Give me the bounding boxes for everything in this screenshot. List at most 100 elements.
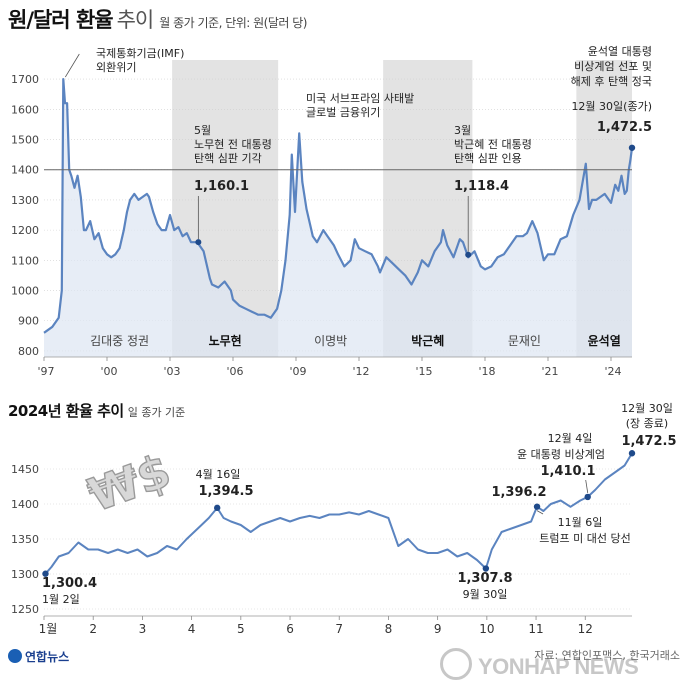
annotation-park-line-1: 박근혜 전 대통령 xyxy=(454,138,532,151)
x-tick-2-0: 1월 xyxy=(39,622,58,636)
x-tick-2-4: 5 xyxy=(237,622,245,636)
logo-text: 연합뉴스 xyxy=(25,650,70,664)
annotation-leader-imf xyxy=(64,53,80,78)
annotation-dec4-value: 1,410.1 xyxy=(540,464,595,479)
x-tick-1-6: '15 xyxy=(415,365,432,378)
title-note: 월 종가 기준, 단위: 원(달러 당) xyxy=(159,16,307,30)
annotation-dot-dec30 xyxy=(628,450,636,457)
y-tick-1-1: 900 xyxy=(18,315,39,328)
annotation-roh-value: 1,160.1 xyxy=(194,179,249,194)
annotation-imf-line-0: 국제통화기금(IMF) xyxy=(96,47,184,60)
x-tick-2-1: 2 xyxy=(89,622,97,636)
annotation-roh-line-2: 탄핵 심판 기각 xyxy=(194,152,262,165)
x-tick-2-2: 3 xyxy=(139,622,147,636)
annotation-dot-yoon xyxy=(628,144,636,151)
annotation-dec30-value: 1,472.5 xyxy=(621,434,676,449)
annotation-nov-text: 트럼프 미 대선 당선 xyxy=(539,532,630,545)
annotation-park-value: 1,118.4 xyxy=(454,179,509,194)
annotation-jan-date: 1월 2일 xyxy=(42,592,80,606)
x-tick-1-9: '24 xyxy=(604,365,621,378)
annotation-dot-jan xyxy=(42,570,49,577)
x-tick-1-4: '09 xyxy=(289,365,306,378)
x-tick-1-3: '06 xyxy=(226,365,243,378)
title-main: 원/달러 환율 xyxy=(8,8,114,32)
annotation-nov-value: 1,396.2 xyxy=(491,485,546,500)
annotation-roh-line-1: 노무현 전 대통령 xyxy=(194,138,272,151)
annotation-dot-nov xyxy=(533,503,541,510)
annotation-nov-date: 11월 6일 xyxy=(558,515,603,529)
area-fill-1 xyxy=(44,79,632,357)
annotation-apr-value: 1,394.5 xyxy=(198,484,253,499)
source-text: 자료: 연합인포맥스, 한국거래소 xyxy=(534,649,680,662)
series-line-1 xyxy=(43,78,634,334)
annotation-subprime-line-1: 글로벌 금융위기 xyxy=(306,106,380,119)
y-tick-2-0: 1250 xyxy=(11,603,39,616)
y-tick-1-2: 1000 xyxy=(11,285,39,298)
x-tick-1-0: '97 xyxy=(37,365,54,378)
title-suffix: 추이 xyxy=(116,8,155,32)
y-tick-1-5: 1300 xyxy=(11,194,39,207)
sub-title-note: 일 종가 기준 xyxy=(127,406,186,419)
x-tick-2-6: 7 xyxy=(335,622,343,636)
annotation-dot-dec4 xyxy=(584,493,591,501)
won-dollar-graphic: ₩$ xyxy=(81,443,179,523)
x-tick-1-1: '00 xyxy=(100,365,117,378)
watermark-ring-icon xyxy=(440,648,472,680)
era-label-1: 노무현 xyxy=(209,333,242,348)
x-tick-1-5: '12 xyxy=(352,365,369,378)
x-tick-2-5: 6 xyxy=(286,622,294,636)
y-tick-1-3: 1100 xyxy=(11,254,39,267)
x-tick-1-8: '21 xyxy=(541,365,558,378)
era-label-4: 문재인 xyxy=(508,334,541,348)
chart-title: 원/달러 환율 추이 월 종가 기준, 단위: 원(달러 당) xyxy=(8,4,307,34)
watermark: YONHAP NEWS xyxy=(440,648,639,680)
x-tick-1-2: '03 xyxy=(163,365,180,378)
annotation-sep-date: 9월 30일 xyxy=(463,587,508,601)
annotation-dec4-text: 윤 대통령 비상계엄 xyxy=(517,448,605,461)
annotation-sep-value: 1,307.8 xyxy=(457,571,512,586)
annotation-dec30-text: (장 종료) xyxy=(626,417,668,430)
x-tick-2-10: 11 xyxy=(528,622,543,636)
annotation-subprime-line-0: 미국 서브프라임 사태발 xyxy=(306,92,414,105)
y-tick-2-2: 1350 xyxy=(11,533,39,546)
y-tick-1-4: 1200 xyxy=(11,224,39,237)
annotation-imf-line-1: 외환위기 xyxy=(96,61,136,74)
annotation-dot-roh xyxy=(195,239,202,246)
annotation-yoon-value: 1,472.5 xyxy=(597,120,652,135)
yonhap-logo: 연합뉴스 xyxy=(8,648,69,665)
x-tick-2-3: 4 xyxy=(188,622,196,636)
y-tick-2-4: 1450 xyxy=(11,463,39,476)
annotation-yoon-line-2: 해제 후 탄핵 정국 xyxy=(571,74,652,88)
annotation-jan-value: 1,300.4 xyxy=(42,576,97,591)
annotation-park-line-2: 탄핵 심판 인용 xyxy=(454,152,522,165)
x-tick-2-7: 8 xyxy=(385,622,393,636)
era-label-0: 김대중 정권 xyxy=(90,334,149,348)
annotation-yoon-line-0: 윤석열 대통령 xyxy=(588,45,652,58)
x-tick-1-7: '18 xyxy=(478,365,495,378)
y-tick-1-9: 1700 xyxy=(11,73,39,86)
y-tick-1-0: 800 xyxy=(18,345,39,358)
annotation-dot-apr xyxy=(214,504,221,512)
era-label-3: 박근혜 xyxy=(411,333,444,348)
y-tick-2-3: 1400 xyxy=(11,498,39,511)
x-tick-2-8: 9 xyxy=(434,622,442,636)
y-tick-1-6: 1400 xyxy=(11,164,39,177)
era-label-2: 이명박 xyxy=(314,334,347,348)
annotation-yoon-line-3: 12월 30일(종가) xyxy=(571,99,652,113)
annotation-dec30-date: 12월 30일 xyxy=(621,401,673,415)
annotation-apr-date: 4월 16일 xyxy=(196,467,241,481)
x-tick-2-11: 12 xyxy=(578,622,593,636)
y-tick-1-8: 1600 xyxy=(11,103,39,116)
annotation-dot-sep xyxy=(482,565,490,572)
sub-title-main: 2024년 환율 추이 xyxy=(8,402,124,420)
y-tick-1-7: 1500 xyxy=(11,133,39,146)
watermark-text: YONHAP NEWS xyxy=(478,654,639,679)
annotation-leader-dec4 xyxy=(585,479,589,493)
sub-chart-title: 2024년 환율 추이 일 종가 기준 xyxy=(8,400,185,421)
y-tick-2-1: 1300 xyxy=(11,568,39,581)
annotation-leader-nov xyxy=(536,510,544,515)
x-tick-2-9: 10 xyxy=(479,622,494,636)
logo-icon xyxy=(8,649,22,663)
won-dollar-symbols: ₩$ xyxy=(81,443,177,522)
